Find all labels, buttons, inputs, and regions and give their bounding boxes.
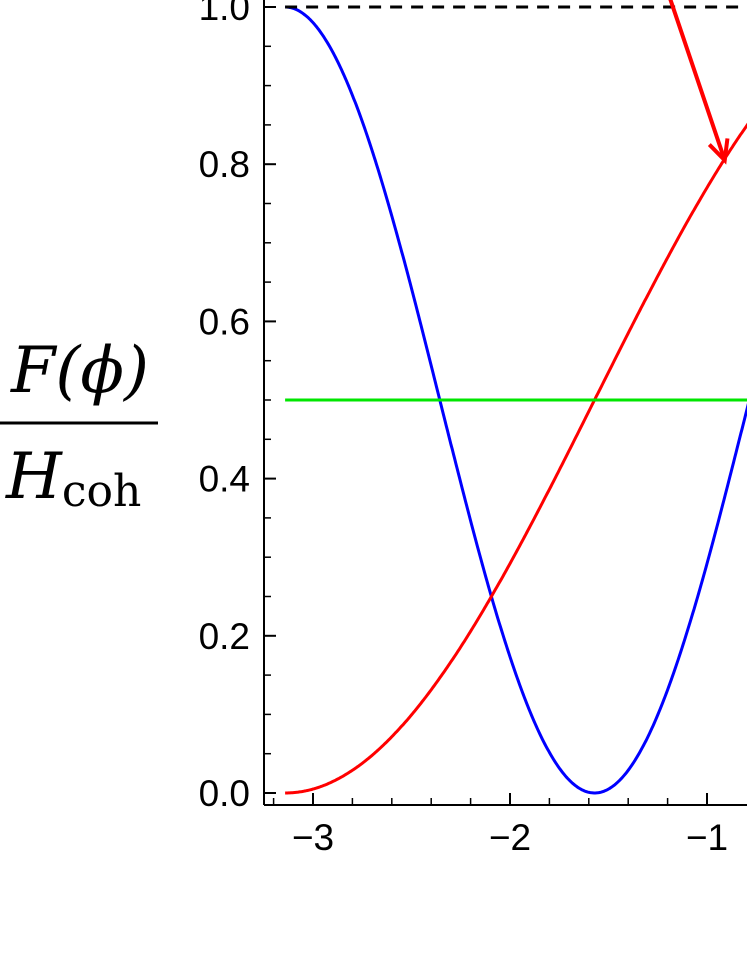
y-tick-label: 0.4 (199, 459, 250, 500)
y-tick-label: 0.8 (199, 144, 250, 185)
y-tick-label: 0.6 (199, 301, 250, 342)
y-axis-label: F(ϕ) Hcoh (0, 334, 158, 517)
series-line-1 (285, 122, 747, 795)
y-tick-label: 1.0 (199, 0, 250, 28)
y-tick-label: 0.0 (199, 773, 250, 814)
y-label-denominator-main: H (5, 440, 63, 514)
series-layer (285, 5, 747, 795)
axis-ticks (264, 6, 708, 805)
y-label-denominator: Hcoh (5, 440, 141, 517)
annotation-arrow-head (707, 138, 730, 165)
annotation-layer (668, 0, 730, 165)
y-tick-label: 0.2 (199, 616, 250, 657)
y-label-denominator-sub: coh (62, 466, 141, 517)
x-tick-label: −2 (489, 817, 531, 858)
x-tick-label: −1 (686, 817, 728, 858)
x-tick-label: −3 (292, 817, 334, 858)
axis-tick-labels: 0.0 0.2 0.4 0.6 0.8 1.0 −3 −2 −1 (199, 0, 729, 858)
y-label-numerator: F(ϕ) (10, 334, 149, 408)
annotation-arrow-shaft (668, 0, 727, 161)
series-line-0 (285, 5, 747, 795)
